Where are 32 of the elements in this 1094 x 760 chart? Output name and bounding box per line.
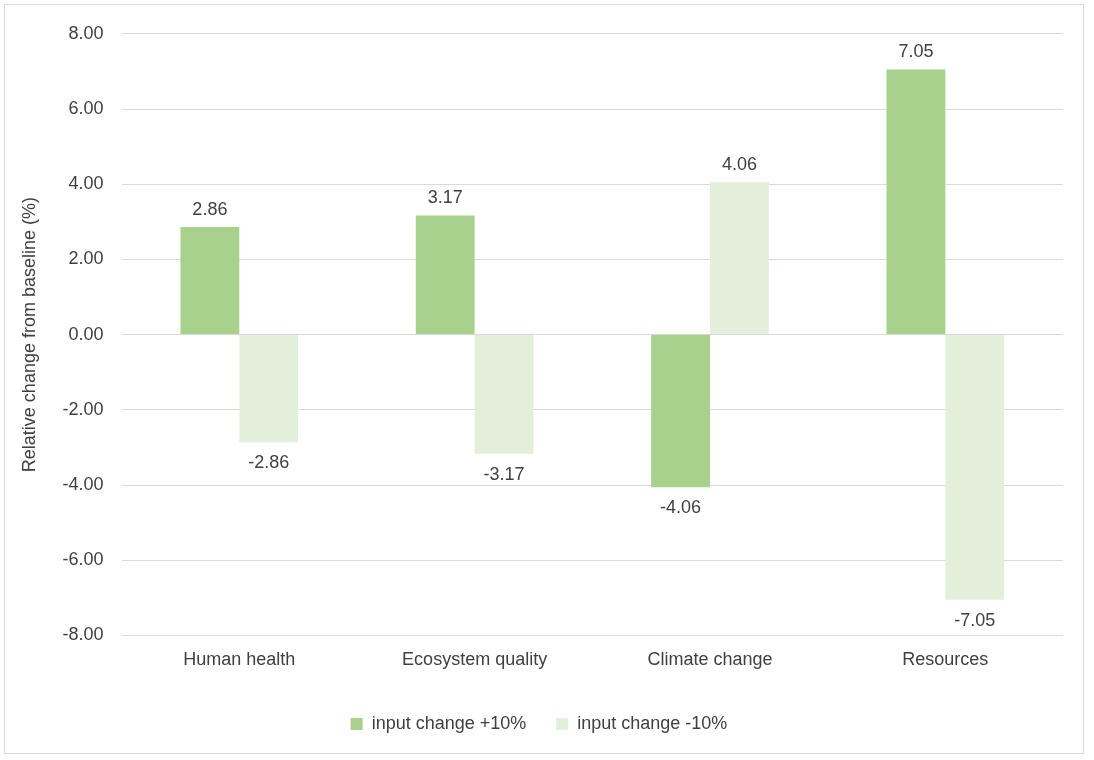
y-tick-label: -2.00 (62, 398, 104, 419)
y-tick-label: 0.00 (68, 323, 104, 344)
bar (180, 227, 240, 335)
x-tick-label: Climate change (647, 649, 773, 670)
y-tick-label: -6.00 (62, 549, 104, 570)
y-tick-label: 6.00 (68, 97, 104, 118)
bar (474, 335, 534, 454)
y-tick-label: 4.00 (68, 173, 104, 194)
bar (886, 69, 946, 335)
data-label: -4.06 (660, 497, 702, 518)
x-tick-label: Human health (183, 649, 296, 670)
y-tick-label: 2.00 (68, 248, 104, 269)
data-label: -2.86 (248, 452, 290, 473)
data-label: 3.17 (427, 187, 463, 208)
legend-label: input change -10% (577, 712, 728, 733)
y-tick-label: 8.00 (68, 22, 104, 43)
bar (945, 335, 1005, 600)
bar (651, 335, 710, 488)
data-label: -7.05 (954, 609, 996, 630)
data-label: 4.06 (721, 153, 757, 174)
data-label: -3.17 (483, 463, 525, 484)
bar (415, 215, 475, 335)
data-label: 7.05 (898, 41, 934, 62)
x-tick-label: Resources (902, 649, 989, 670)
bar (709, 181, 769, 335)
legend-label: input change +10% (371, 712, 527, 733)
y-tick-label: -8.00 (62, 624, 104, 645)
x-tick-label: Ecosystem quality (402, 649, 548, 670)
bar (239, 335, 299, 443)
y-axis-title: Relative change from baseline (%) (18, 197, 39, 473)
y-tick-label: -4.00 (62, 473, 104, 494)
data-label: 2.86 (192, 199, 228, 220)
